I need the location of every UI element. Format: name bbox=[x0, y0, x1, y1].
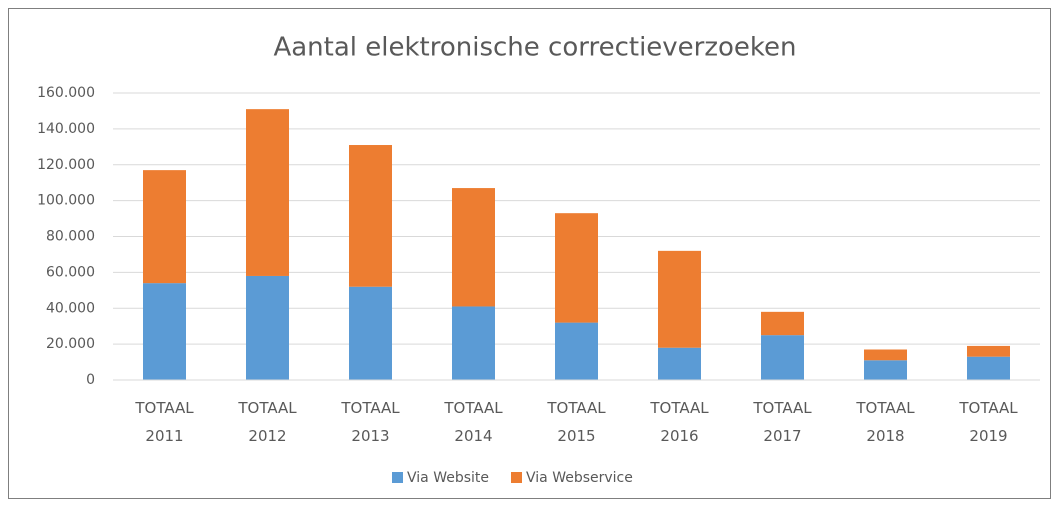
y-tick-label: 160.000 bbox=[37, 85, 95, 101]
bar-segment bbox=[452, 306, 495, 380]
bar-segment bbox=[246, 109, 289, 276]
y-tick-label: 40.000 bbox=[46, 300, 95, 316]
x-tick-label: TOTAAL 2017 bbox=[752, 399, 812, 445]
x-tick-label: TOTAAL 2013 bbox=[340, 399, 400, 445]
x-tick-label: TOTAAL 2012 bbox=[237, 399, 297, 445]
legend-swatch bbox=[511, 472, 522, 483]
y-tick-label: 20.000 bbox=[46, 336, 95, 352]
bar-segment bbox=[143, 283, 186, 380]
bar-segment bbox=[967, 345, 1010, 357]
x-tick-label: TOTAAL 2011 bbox=[134, 399, 194, 445]
y-tick-label: 60.000 bbox=[46, 264, 95, 280]
legend-swatch bbox=[392, 472, 403, 483]
bar-segment bbox=[452, 188, 495, 307]
bar-segment bbox=[658, 250, 701, 348]
bar-segment bbox=[349, 286, 392, 380]
bar-segment bbox=[864, 349, 907, 361]
x-tick-label: TOTAAL 2016 bbox=[649, 399, 709, 445]
bar-segment bbox=[658, 347, 701, 380]
bar-segment bbox=[967, 356, 1010, 380]
bar-segment bbox=[864, 360, 907, 380]
bar-segment bbox=[246, 275, 289, 380]
bar-segment bbox=[761, 311, 804, 336]
bar-segment bbox=[555, 322, 598, 380]
legend-label: Via Webservice bbox=[526, 470, 633, 486]
x-tick-label: TOTAAL 2018 bbox=[855, 399, 915, 445]
y-tick-label: 0 bbox=[86, 372, 95, 388]
chart-title: Aantal elektronische correctieverzoeken bbox=[273, 33, 796, 63]
bar-segment bbox=[143, 170, 186, 284]
y-tick-label: 140.000 bbox=[37, 121, 95, 137]
x-tick-label: TOTAAL 2014 bbox=[443, 399, 503, 445]
x-tick-label: TOTAAL 2019 bbox=[958, 399, 1018, 445]
bar-segment bbox=[555, 213, 598, 323]
y-tick-label: 120.000 bbox=[37, 157, 95, 173]
y-tick-label: 100.000 bbox=[37, 193, 95, 209]
y-tick-label: 80.000 bbox=[46, 229, 95, 245]
legend-label: Via Website bbox=[407, 470, 489, 486]
bar-segment bbox=[349, 145, 392, 287]
bar-segment bbox=[761, 335, 804, 380]
x-tick-label: TOTAAL 2015 bbox=[546, 399, 606, 445]
